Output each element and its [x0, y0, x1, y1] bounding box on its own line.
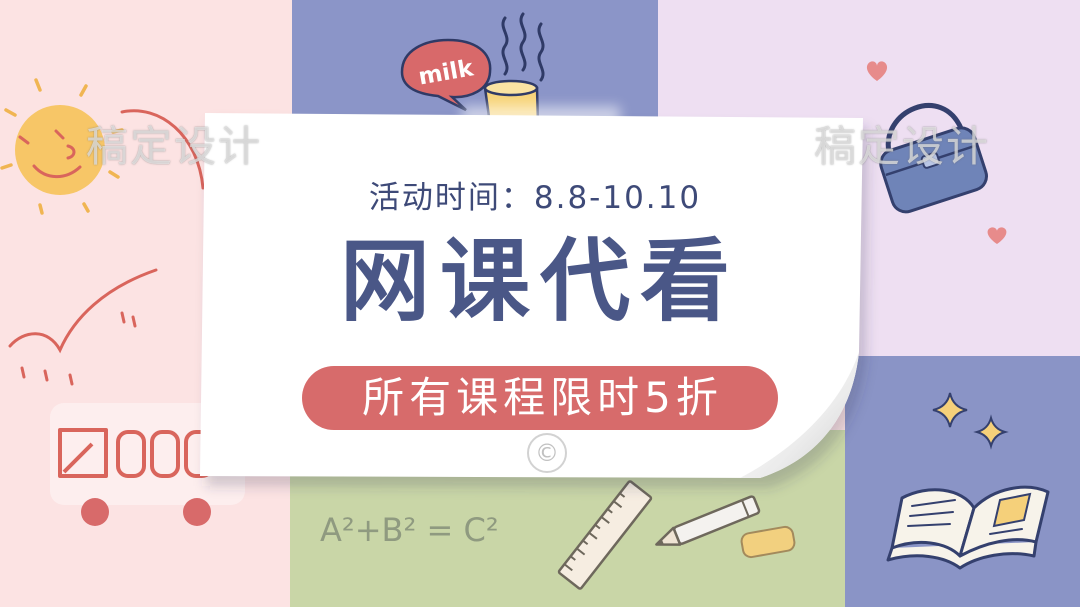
ruler-ticks — [563, 492, 626, 572]
book-highlight — [992, 492, 1032, 528]
eraser-icon — [740, 525, 796, 559]
milk-speech-bubble-icon: milk — [400, 38, 492, 112]
ruler-icon — [557, 480, 653, 590]
bus-front-window — [58, 428, 108, 478]
hill-line — [8, 268, 158, 354]
card-curl — [740, 352, 859, 478]
event-time-text: 活动时间：8.8-10.10 — [368, 180, 702, 216]
sparkle-icon — [932, 392, 968, 428]
watermark-left: 稿定设计 — [86, 122, 263, 171]
open-book-icon — [886, 485, 1050, 570]
bag-body — [879, 126, 988, 214]
promo-badge: 所有课程限时5折 — [302, 366, 778, 430]
steam-lines — [501, 12, 545, 82]
bus-icon — [50, 403, 245, 526]
watermark-right: 稿定设计 — [814, 122, 991, 171]
pencil-band — [741, 500, 750, 517]
book-text-lines — [907, 499, 1023, 535]
eraser-body — [740, 525, 796, 559]
bus-wheel-rear — [183, 498, 211, 526]
sun-face — [18, 129, 82, 179]
heart-icon — [987, 227, 1007, 244]
bubble-shape — [400, 38, 492, 112]
formula-text: A²+B² = C² — [320, 511, 499, 549]
pencil-icon — [655, 495, 761, 546]
sun-rays — [0, 78, 124, 215]
copyright-watermark: © — [527, 433, 567, 473]
heart-icon — [866, 61, 888, 81]
bus-wheel-front — [81, 498, 109, 526]
rainbow-arc — [120, 109, 205, 190]
hills-doodle — [8, 268, 158, 386]
promo-text: 所有课程限时5折 — [362, 373, 723, 422]
ruler-body — [557, 480, 653, 590]
grass-ticks — [20, 311, 137, 386]
bus-window — [116, 430, 146, 478]
banner-title: 网课代看 — [340, 229, 740, 334]
pencil-tip — [655, 526, 682, 546]
sun-icon — [0, 78, 124, 215]
bag-clasp — [920, 151, 941, 169]
sparkle-icon — [973, 414, 1009, 450]
watermark-blur — [462, 106, 620, 158]
sun-disc — [15, 105, 105, 195]
handbag-icon — [879, 103, 988, 214]
cup-rim — [483, 79, 539, 97]
pencil-lead — [656, 539, 664, 545]
bag-strap — [885, 103, 964, 156]
bus-window — [150, 430, 180, 478]
